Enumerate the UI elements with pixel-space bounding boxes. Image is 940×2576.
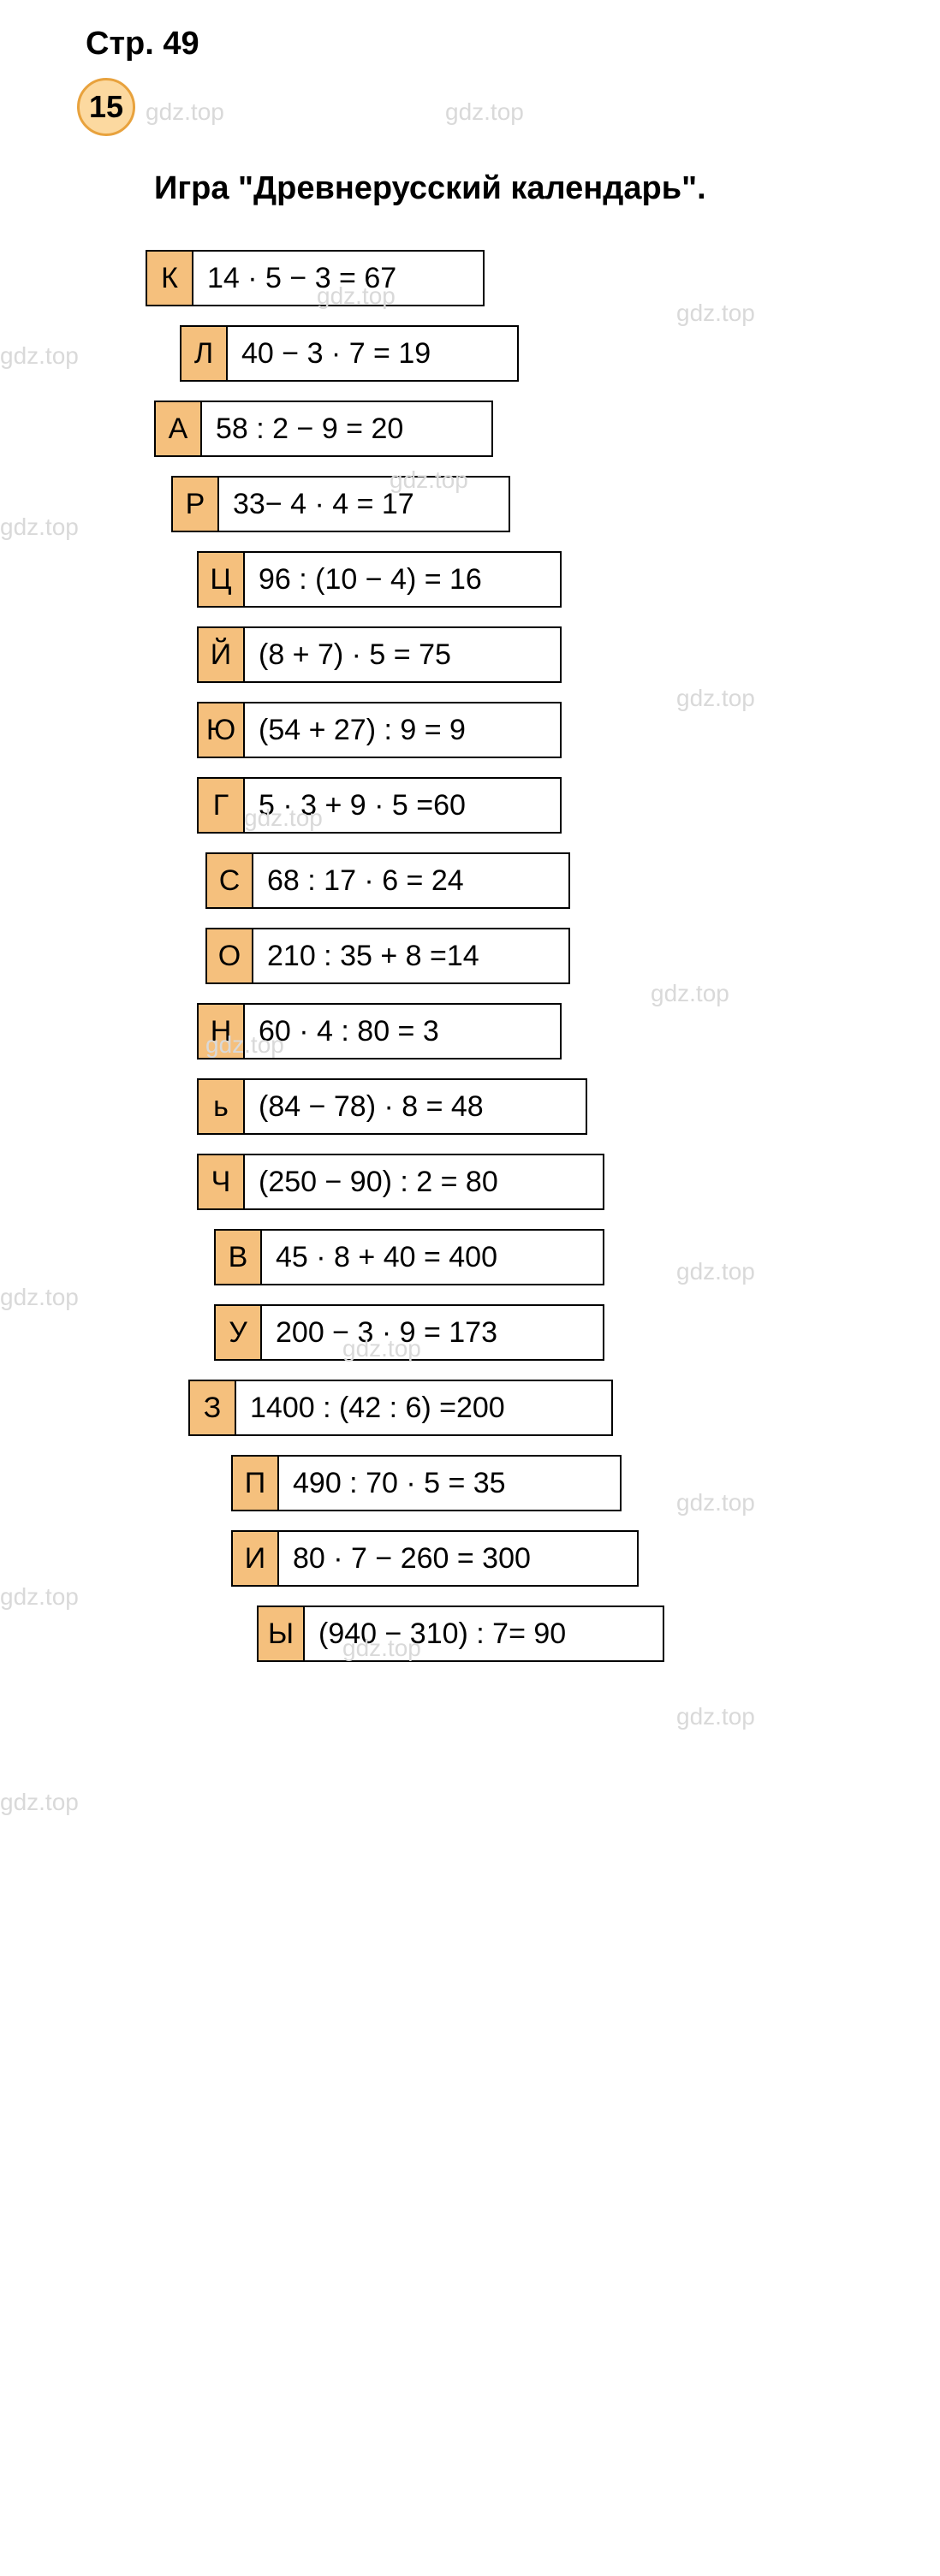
equation-row: Й(8 + 7) · 5 = 75 — [197, 626, 889, 683]
letter-box: Ц — [197, 551, 245, 608]
equation-row: А58 : 2 − 9 = 20 — [154, 401, 889, 457]
letter-box: Р — [171, 476, 219, 532]
equation-row: Ю(54 + 27) : 9 = 9 — [197, 702, 889, 758]
watermark-text: gdz.top — [0, 513, 79, 541]
equation-box: (250 − 90) : 2 = 80 — [245, 1154, 604, 1210]
equation-row: Г5 · 3 + 9 · 5 =60 — [197, 777, 889, 834]
equation-box: 60 · 4 : 80 = 3 — [245, 1003, 562, 1059]
letter-box: Ю — [197, 702, 245, 758]
letter-box: Н — [197, 1003, 245, 1059]
equation-box: 490 : 70 · 5 = 35 — [279, 1455, 622, 1511]
equation-row: П490 : 70 · 5 = 35 — [231, 1455, 889, 1511]
watermark-text: gdz.top — [0, 342, 79, 370]
equation-row: Ц96 : (10 − 4) = 16 — [197, 551, 889, 608]
letter-box: З — [188, 1380, 236, 1436]
equation-box: (54 + 27) : 9 = 9 — [245, 702, 562, 758]
equation-box: 210 : 35 + 8 =14 — [253, 928, 570, 984]
equation-row: В45 · 8 + 40 = 400 — [214, 1229, 889, 1285]
page-number: Стр. 49 — [86, 26, 889, 62]
equation-box: (8 + 7) · 5 = 75 — [245, 626, 562, 683]
watermark-text: gdz.top — [0, 1583, 79, 1611]
equation-box: 96 : (10 − 4) = 16 — [245, 551, 562, 608]
equation-box: (940 − 310) : 7= 90 — [305, 1606, 664, 1662]
equation-row: Ы(940 − 310) : 7= 90 — [257, 1606, 889, 1662]
equation-row: ь(84 − 78) · 8 = 48 — [197, 1078, 889, 1135]
letter-box: Ы — [257, 1606, 305, 1662]
letter-box: О — [205, 928, 253, 984]
equation-row: Ч(250 − 90) : 2 = 80 — [197, 1154, 889, 1210]
equation-box: 1400 : (42 : 6) =200 — [236, 1380, 613, 1436]
letter-box: У — [214, 1304, 262, 1361]
letter-box: В — [214, 1229, 262, 1285]
equation-box: 5 · 3 + 9 · 5 =60 — [245, 777, 562, 834]
watermark-text: gdz.top — [0, 1789, 79, 1816]
equation-box: 45 · 8 + 40 = 400 — [262, 1229, 604, 1285]
equation-box: 33− 4 · 4 = 17 — [219, 476, 510, 532]
header-row: 15 — [51, 78, 889, 136]
equation-row: У200 − 3 · 9 = 173 — [214, 1304, 889, 1361]
equation-box: 14 · 5 − 3 = 67 — [193, 250, 485, 306]
letter-box: Ч — [197, 1154, 245, 1210]
letter-box: Г — [197, 777, 245, 834]
letter-box: С — [205, 852, 253, 909]
equation-box: (84 − 78) · 8 = 48 — [245, 1078, 587, 1135]
game-title: Игра "Древнерусский календарь". — [154, 170, 889, 207]
equation-row: Н60 · 4 : 80 = 3 — [197, 1003, 889, 1059]
equation-row: Л40 − 3 · 7 = 19 — [180, 325, 889, 382]
letter-box: К — [146, 250, 193, 306]
equation-row: К14 · 5 − 3 = 67 — [146, 250, 889, 306]
letter-box: Й — [197, 626, 245, 683]
equation-box: 80 · 7 − 260 = 300 — [279, 1530, 639, 1587]
letter-box: ь — [197, 1078, 245, 1135]
equation-list: К14 · 5 − 3 = 67 Л40 − 3 · 7 = 19 А58 : 2 … — [146, 250, 889, 1662]
equation-row: И80 · 7 − 260 = 300 — [231, 1530, 889, 1587]
equation-box: 200 − 3 · 9 = 173 — [262, 1304, 604, 1361]
equation-box: 40 − 3 · 7 = 19 — [228, 325, 519, 382]
equation-row: Р33− 4 · 4 = 17 — [171, 476, 889, 532]
letter-box: П — [231, 1455, 279, 1511]
watermark-text: gdz.top — [676, 1703, 755, 1730]
problem-number-badge: 15 — [77, 78, 135, 136]
letter-box: Л — [180, 325, 228, 382]
letter-box: А — [154, 401, 202, 457]
equation-row: С68 : 17 · 6 = 24 — [205, 852, 889, 909]
equation-row: З1400 : (42 : 6) =200 — [188, 1380, 889, 1436]
letter-box: И — [231, 1530, 279, 1587]
equation-row: О210 : 35 + 8 =14 — [205, 928, 889, 984]
watermark-text: gdz.top — [0, 1284, 79, 1311]
equation-box: 58 : 2 − 9 = 20 — [202, 401, 493, 457]
equation-box: 68 : 17 · 6 = 24 — [253, 852, 570, 909]
